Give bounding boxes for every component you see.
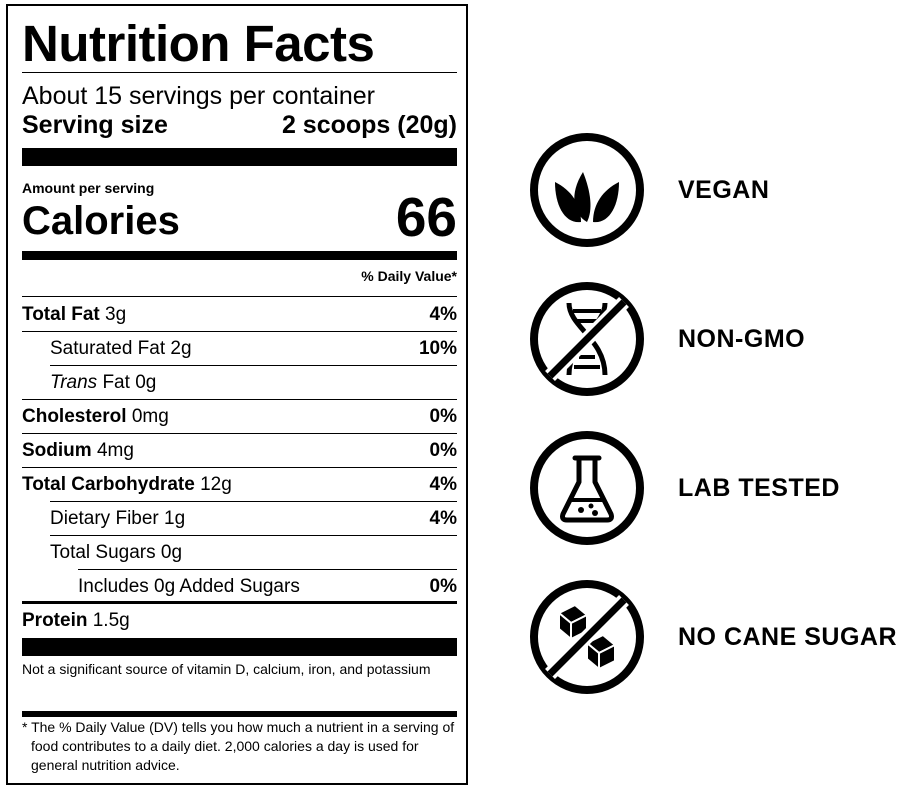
nutrient-amount: 1g — [164, 508, 186, 529]
nutrient-name: Trans — [50, 372, 98, 393]
divider — [22, 72, 457, 73]
badge-label: NON-GMO — [678, 325, 806, 353]
serving-size-value: 2 scoops (20g) — [281, 111, 457, 139]
nutrient-amount: 1.5g — [92, 610, 130, 631]
nutrient-dv: 0% — [429, 576, 457, 597]
nutrient-row-trans-fat: Trans Fat 0g — [50, 372, 157, 393]
badge-non-gmo: NON-GMO — [529, 281, 909, 397]
amount-per-serving: Amount per serving — [22, 180, 155, 196]
medium-divider — [22, 251, 457, 260]
nutrient-row-saturated-fat: Saturated Fat 2g 10% — [22, 332, 457, 365]
leaf-icon — [530, 133, 644, 247]
nutrient-row-total-carbohydrate: Total Carbohydrate 12g 4% — [22, 468, 457, 501]
nutrient-name: Total Carbohydrate — [22, 474, 195, 495]
badge-label: LAB TESTED — [678, 474, 840, 502]
nutrient-row-total-sugars: Total Sugars 0g — [22, 536, 457, 569]
calories-value: 66 — [395, 186, 457, 248]
nutrient-name: Cholesterol — [22, 406, 127, 427]
nutrient-dv: 4% — [429, 304, 457, 325]
nutrient-row-protein: Protein 1.5g — [22, 604, 457, 637]
thick-divider — [22, 148, 457, 166]
nutrient-name: Total Fat — [22, 304, 100, 325]
nutrient-row-total-fat: Total Fat 3g 4% — [22, 298, 457, 331]
nutrient-name: Includes 0g Added Sugars — [78, 576, 300, 597]
nutrient-name: Sodium — [22, 440, 92, 461]
nutrient-dv: 4% — [429, 474, 457, 495]
nutrient-dv: 0% — [429, 406, 457, 427]
crossed-dna-icon — [530, 282, 644, 396]
flask-icon — [530, 431, 644, 545]
serving-size-label: Serving size — [22, 111, 168, 139]
nutrient-dv: 10% — [418, 338, 457, 359]
nutrient-amount: 4mg — [96, 440, 134, 461]
serving-size-row: Serving size 2 scoops (20g) — [22, 111, 457, 139]
nutrient-amount: 0g — [135, 372, 157, 393]
thick-divider — [22, 638, 457, 656]
badge-no-cane-sugar: NO CANE SUGAR — [529, 579, 909, 695]
nutrient-amount: 3g — [105, 304, 127, 325]
nutrient-amount: 0g — [160, 542, 183, 563]
nutrition-title: Nutrition Facts — [22, 15, 375, 72]
nutrient-name: Dietary Fiber — [50, 508, 159, 529]
nutrient-name: Protein — [22, 610, 88, 631]
crossed-sugar-cubes-icon — [530, 580, 644, 694]
nutrition-facts-label: Nutrition Facts About 15 servings per co… — [6, 4, 468, 785]
nutrient-row-cholesterol: Cholesterol 0mg 0% — [22, 400, 457, 433]
nutrient-amount: 0mg — [131, 406, 169, 427]
nutrient-dv: 4% — [429, 508, 457, 529]
nutrient-dv: 0% — [429, 440, 457, 461]
divider — [22, 296, 457, 297]
daily-value-footnote: * The % Daily Value (DV) tells you how m… — [22, 719, 455, 773]
nutrient-amount: 2g — [170, 338, 192, 359]
nutrient-row-added-sugars: Includes 0g Added Sugars 0% — [22, 570, 457, 603]
daily-value-header: % Daily Value* — [361, 268, 457, 284]
badge-lab-tested: LAB TESTED — [529, 430, 909, 546]
nutrient-amount: 12g — [200, 474, 232, 495]
medium-divider — [22, 711, 457, 717]
nutrient-name: Total Sugars — [50, 542, 156, 563]
badge-label: VEGAN — [678, 176, 770, 204]
nutrient-row-sodium: Sodium 4mg 0% — [22, 434, 457, 467]
badge-label: NO CANE SUGAR — [678, 623, 898, 651]
servings-per-container: About 15 servings per container — [22, 82, 375, 110]
badge-vegan: VEGAN — [529, 132, 909, 248]
calories-label: Calories — [22, 199, 180, 243]
nutrient-row-dietary-fiber: Dietary Fiber 1g 4% — [22, 502, 457, 535]
nutrient-name: Saturated Fat — [50, 338, 166, 359]
vitamin-note: Not a significant source of vitamin D, c… — [22, 661, 431, 677]
